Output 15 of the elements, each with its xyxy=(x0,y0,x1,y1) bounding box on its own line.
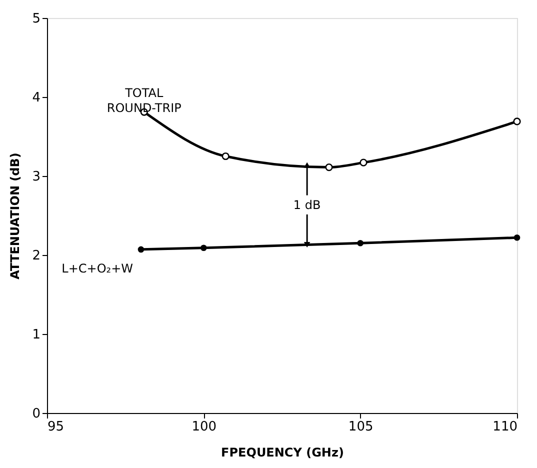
y-axis-title: ATTENUATION (dB) xyxy=(8,152,22,280)
x-axis-title: FPEQUENCY (GHz) xyxy=(221,446,344,460)
x-tick-label: 95 xyxy=(48,420,64,434)
x-tick-label: 110 xyxy=(492,420,518,434)
y-tick-label: 2 xyxy=(32,248,40,264)
series-label: TOTAL ROUND-TRIP xyxy=(106,86,182,116)
annotation: 1 dB xyxy=(293,198,321,212)
y-tick-label: 0 xyxy=(32,406,40,422)
y-tick-label: 4 xyxy=(32,90,40,106)
y-tick-label: 3 xyxy=(32,170,40,184)
y-tick-label: 1 xyxy=(32,328,40,342)
y-tick-label: 5 xyxy=(32,12,40,26)
x-tick-label: 105 xyxy=(348,420,374,434)
series-label: L+C+O₂+W xyxy=(62,261,134,276)
x-tick-label: 100 xyxy=(192,420,217,434)
